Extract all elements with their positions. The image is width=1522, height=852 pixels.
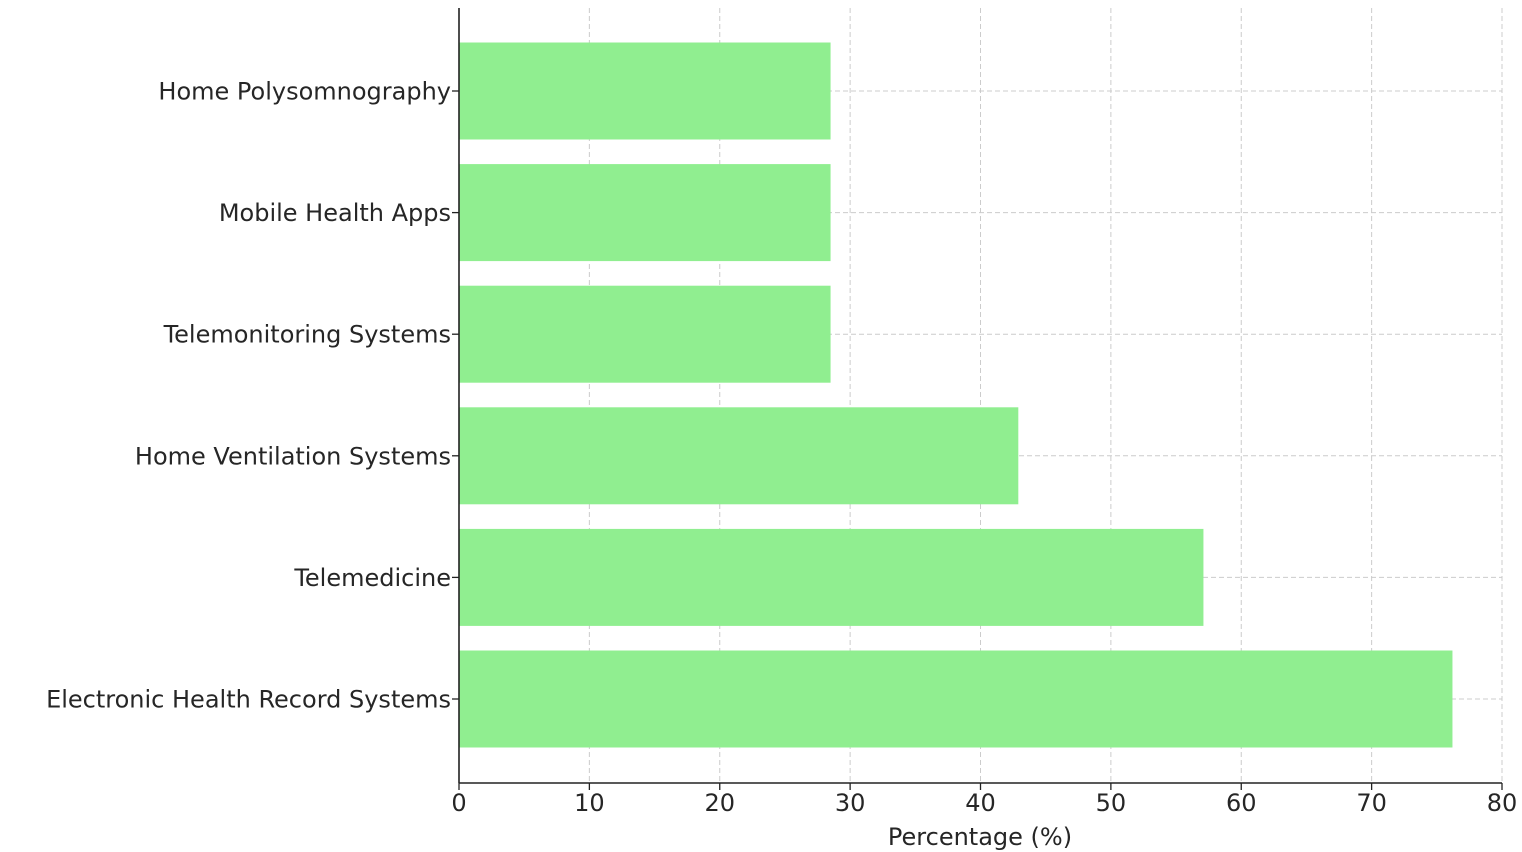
bars xyxy=(459,42,1453,748)
x-tick-label: 30 xyxy=(835,789,866,817)
x-tick-label: 80 xyxy=(1487,789,1518,817)
x-tick-label: 0 xyxy=(451,789,466,817)
category-label: Telemedicine xyxy=(293,564,451,592)
x-tick-labels: 0 10 20 30 40 50 60 70 80 xyxy=(451,789,1517,817)
bar xyxy=(459,285,831,383)
category-label: Electronic Health Record Systems xyxy=(46,686,451,714)
x-axis-title: Percentage (%) xyxy=(888,823,1072,851)
bar xyxy=(459,42,831,140)
category-label: Telemonitoring Systems xyxy=(163,321,451,349)
x-tick-label: 50 xyxy=(1096,789,1127,817)
bar xyxy=(459,407,1019,505)
x-tick-label: 70 xyxy=(1356,789,1387,817)
bar xyxy=(459,528,1204,626)
x-tick-label: 40 xyxy=(965,789,996,817)
category-labels: Home Polysomnography Mobile Health Apps Te… xyxy=(46,78,451,714)
x-tick-label: 60 xyxy=(1226,789,1257,817)
bar xyxy=(459,164,831,262)
category-label: Home Ventilation Systems xyxy=(135,442,451,470)
axes xyxy=(452,8,1503,790)
category-label: Home Polysomnography xyxy=(158,78,451,106)
category-label: Mobile Health Apps xyxy=(219,199,451,227)
bar xyxy=(459,650,1453,748)
x-tick-label: 20 xyxy=(704,789,735,817)
x-tick-label: 10 xyxy=(574,789,605,817)
